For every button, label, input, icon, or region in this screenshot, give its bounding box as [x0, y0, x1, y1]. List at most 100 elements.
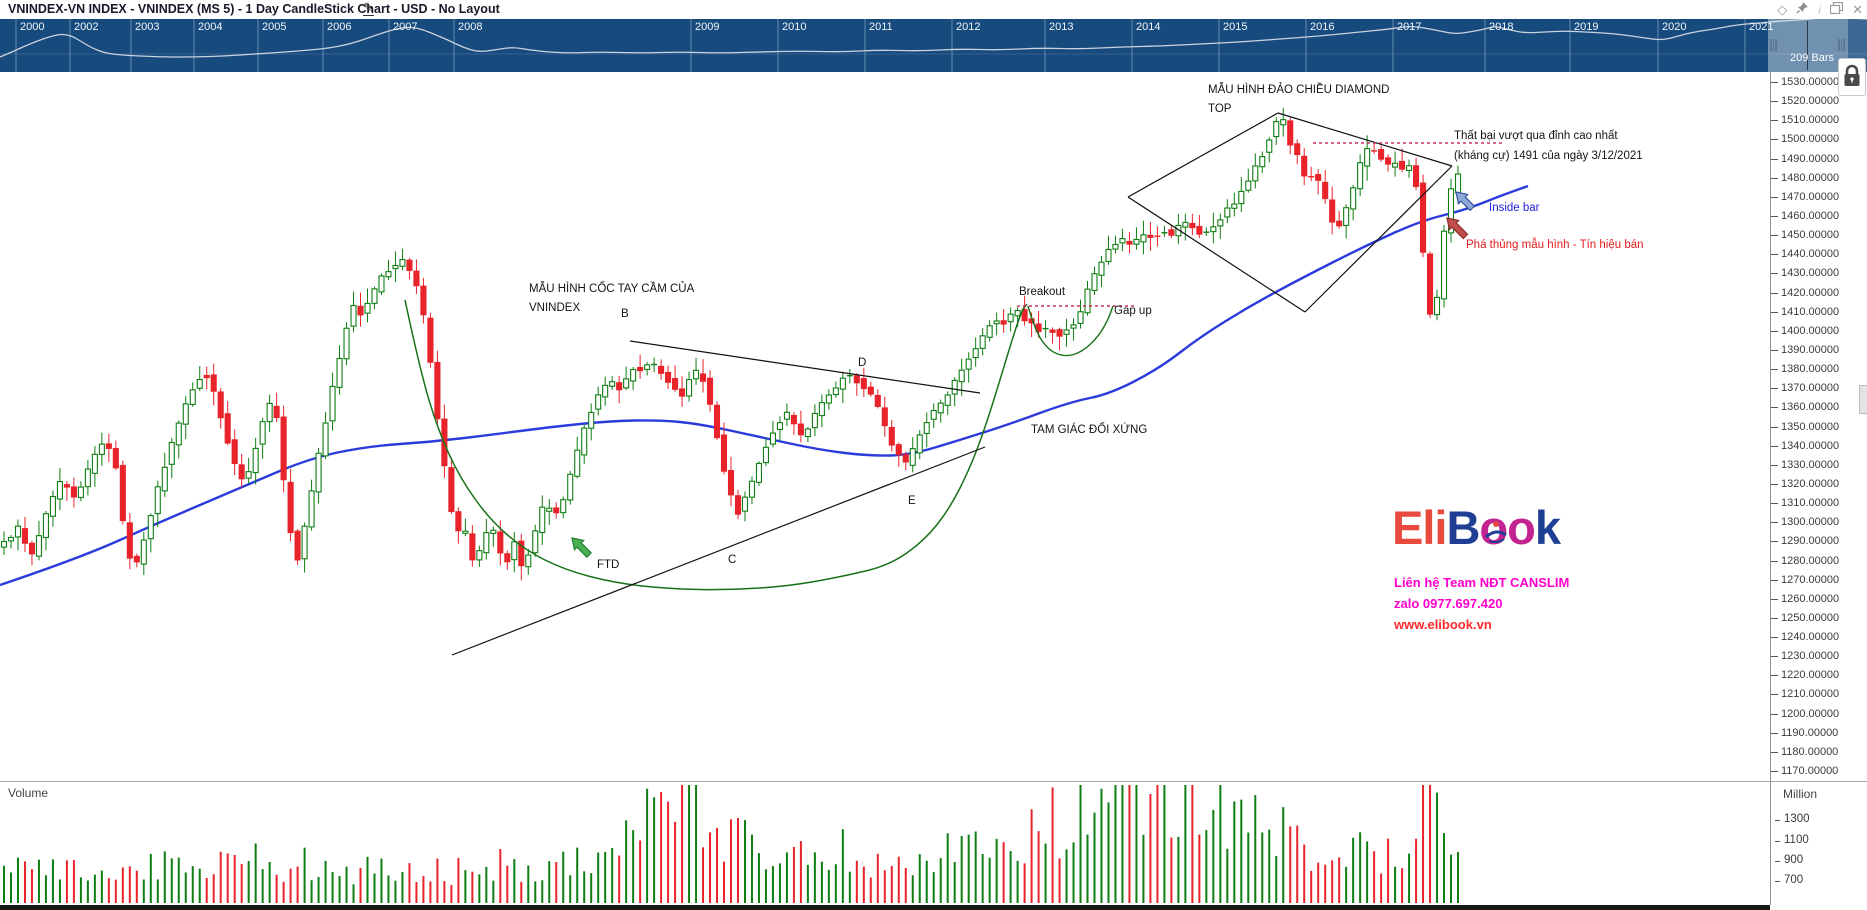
year-label: 2015 [1223, 21, 1248, 33]
price-axis-label: 1470.00000 [1770, 190, 1840, 203]
year-label: 2008 [458, 21, 483, 33]
price-chart-canvas[interactable] [0, 72, 1770, 782]
price-axis-label: 1350.00000 [1770, 420, 1840, 433]
price-axis-label: 1510.00000 [1770, 114, 1840, 127]
year-label: 2014 [1136, 21, 1161, 33]
price-axis-label: 1300.00000 [1770, 516, 1840, 529]
price-axis-label: 1200.00000 [1770, 707, 1840, 720]
price-axis-label: 1480.00000 [1770, 171, 1840, 184]
price-axis-label: 1360.00000 [1770, 401, 1840, 414]
volume-chart-canvas[interactable] [0, 782, 1770, 905]
annotation-point-b: B [621, 308, 629, 320]
year-label: 2013 [1049, 21, 1074, 33]
contact-line-2: zalo 0977.697.420 [1394, 596, 1503, 611]
price-axis-label: 1280.00000 [1770, 554, 1840, 567]
price-axis-label: 1210.00000 [1770, 688, 1840, 701]
price-axis-label: 1530.00000 [1770, 76, 1840, 88]
year-label: 2000 [20, 21, 45, 33]
annotation-point-c: C [728, 554, 737, 566]
pin-icon[interactable] [1796, 1, 1809, 18]
volume-pane-label: Volume [8, 786, 49, 800]
link-diamond-icon[interactable]: ◇ [1777, 1, 1788, 17]
year-label: 2017 [1397, 21, 1422, 33]
timeline-navigator[interactable]: 2000 2002 2003 2004 2005 2006 2007 2008 2009 2010… [0, 19, 1867, 72]
navigator-selection[interactable] [1768, 19, 1848, 72]
handle-pattern-curve [1027, 305, 1114, 357]
edit-title-icon[interactable]: ✎ [363, 0, 374, 16]
price-axis-label: 1440.00000 [1770, 248, 1840, 261]
ftd-arrow [571, 537, 592, 558]
annotation-symmetrical-triangle: TAM GIÁC ĐỐI XỨNG [1031, 424, 1148, 436]
annotation-inside-bar: Inside bar [1489, 202, 1540, 214]
elibook-logo: EliBo ok [1392, 500, 1561, 556]
axis-lock-button[interactable] [1838, 58, 1866, 96]
selection-handle-right[interactable] [1838, 39, 1846, 51]
trendline [1304, 165, 1453, 313]
price-axis-label: 1400.00000 [1770, 324, 1840, 337]
restore-window-icon[interactable] [1829, 1, 1844, 18]
price-axis-label: 1380.00000 [1770, 363, 1840, 376]
contact-line-3: www.elibook.vn [1394, 617, 1492, 632]
price-axis-label: 1290.00000 [1770, 535, 1840, 548]
price-axis-label: 1310.00000 [1770, 497, 1840, 510]
moving-average-line [0, 184, 1529, 587]
annotation-point-e: E [908, 495, 916, 507]
window-controls: ◇ i ✕ [1777, 1, 1863, 18]
selection-handle-left[interactable] [1770, 39, 1778, 51]
trendline [1127, 112, 1279, 198]
annotation-sell-signal: Phá thủng mẫu hình - Tín hiệu bán [1466, 239, 1644, 251]
price-axis-label: 1230.00000 [1770, 650, 1840, 663]
volume-axis-label: 700 [1774, 874, 1804, 886]
price-axis-label: 1240.00000 [1770, 631, 1840, 644]
trendline [1127, 196, 1306, 313]
price-axis-line [1770, 72, 1771, 905]
volume-axis-label: 1300 [1775, 813, 1810, 825]
year-label: 2011 [869, 21, 893, 33]
price-axis-label: 1320.00000 [1770, 477, 1840, 490]
year-label: 2019 [1574, 21, 1599, 33]
logo-b: B [1446, 501, 1480, 554]
price-axis-label: 1340.00000 [1770, 439, 1840, 452]
price-axis-label: 1420.00000 [1770, 286, 1840, 299]
year-label: 2003 [135, 21, 160, 33]
right-edge-handle[interactable] [1859, 385, 1867, 414]
price-axis-label: 1490.00000 [1770, 152, 1840, 165]
inside-bar-arrow [1455, 191, 1476, 212]
close-icon[interactable]: ✕ [1852, 1, 1863, 17]
logo-person-icon [1485, 521, 1508, 544]
year-label: 2005 [262, 21, 287, 33]
title-bar: VNINDEX-VN INDEX - VNINDEX (MS 5) - 1 Da… [0, 0, 1867, 20]
year-label: 2006 [327, 21, 352, 33]
annotation-diamond-top: MẪU HÌNH ĐẢO CHIỀU DIAMOND TOP [1208, 84, 1390, 115]
price-axis-label: 1500.00000 [1770, 133, 1840, 146]
price-axis-label: 1180.00000 [1770, 745, 1839, 758]
year-label: 2021 [1749, 21, 1774, 33]
horizontal-scrollbar[interactable] [0, 905, 1770, 910]
price-axis-label: 1220.00000 [1770, 669, 1840, 682]
year-label: 2012 [956, 21, 981, 33]
year-label: 2004 [198, 21, 223, 33]
price-axis-label: 1330.00000 [1770, 458, 1840, 471]
chart-title: VNINDEX-VN INDEX - VNINDEX (MS 5) - 1 Da… [8, 2, 500, 16]
annotation-cup-handle: MẪU HÌNH CỐC TAY CẦM CỦA VNINDEX [529, 283, 695, 314]
price-axis-label: 1390.00000 [1770, 343, 1840, 356]
price-axis-label: 1190.00000 [1770, 726, 1839, 739]
trendline [629, 340, 981, 394]
volume-axis-label: 1100 [1775, 834, 1809, 846]
info-icon[interactable]: i [1818, 1, 1822, 17]
year-label: 2009 [695, 21, 720, 33]
price-axis-label: 1520.00000 [1770, 95, 1840, 108]
year-label: 2020 [1662, 21, 1687, 33]
price-axis-label: 1250.00000 [1770, 611, 1840, 624]
annotation-resistance-fail: Thất bại vượt qua đỉnh cao nhất (kháng cự… [1454, 130, 1643, 162]
logo-eli: Eli [1392, 501, 1447, 554]
logo-o-swoosh: o [1479, 501, 1508, 554]
price-axis-label: 1460.00000 [1770, 209, 1840, 222]
year-label: 2007 [393, 21, 418, 33]
price-axis-label: 1260.00000 [1770, 592, 1840, 605]
price-axis-label: 1170.00000 [1770, 765, 1839, 778]
year-label: 2002 [74, 21, 99, 33]
volume-unit-label: Million [1783, 787, 1818, 801]
annotation-gap-up: Gap up [1114, 305, 1152, 317]
